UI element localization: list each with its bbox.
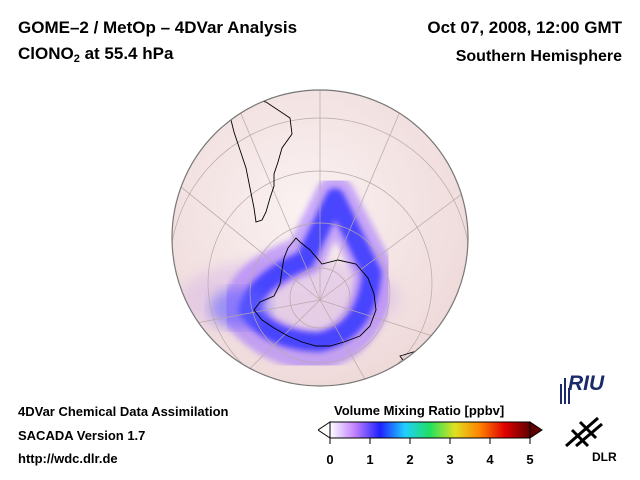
colorbar-tick-label: 0	[326, 452, 334, 467]
riu-logo: RIU	[568, 372, 605, 395]
colorbar-tick-label: 2	[406, 452, 414, 467]
dlr-logo-text: DLR	[592, 450, 617, 464]
footer-url[interactable]: http://wdc.dlr.de	[18, 451, 118, 466]
footer-line2: SACADA Version 1.7	[18, 428, 146, 443]
graticule	[172, 90, 468, 386]
colorbar-ramp	[329, 421, 531, 439]
colorbar-tick-label: 3	[446, 452, 454, 467]
colorbar-low-arrow	[318, 421, 331, 439]
riu-logo-mark	[560, 378, 570, 404]
colorbar-title: Volume Mixing Ratio [ppbv]	[334, 403, 505, 418]
datetime-label: Oct 07, 2008, 12:00 GMT	[427, 18, 622, 37]
map-title: GOME–2 / MetOp – 4DVar Analysis	[18, 18, 298, 37]
species-label: ClONO2 at 55.4 hPa	[18, 44, 174, 65]
footer-line1: 4DVar Chemical Data Assimilation	[18, 404, 229, 419]
globe-map	[171, 89, 469, 387]
colorbar	[318, 421, 543, 444]
clono2-collar	[220, 176, 395, 370]
hemisphere-label: Southern Hemisphere	[455, 48, 622, 65]
colorbar-tick-label: 1	[366, 452, 374, 467]
colorbar-tick-label: 4	[486, 452, 494, 467]
colorbar-tick-label: 5	[526, 452, 534, 467]
dlr-logo-icon	[565, 416, 603, 448]
colorbar-high-arrow	[529, 421, 543, 439]
